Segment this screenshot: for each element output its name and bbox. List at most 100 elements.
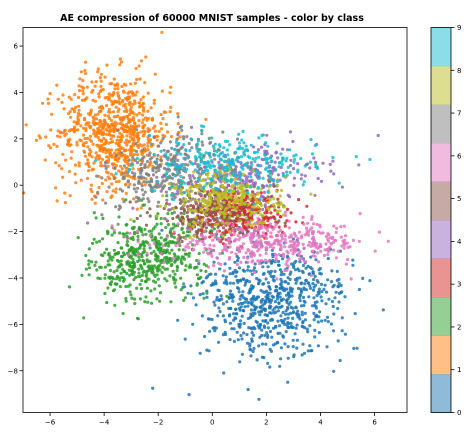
- data-point: [227, 257, 231, 261]
- data-point: [237, 324, 241, 328]
- data-point: [106, 230, 110, 234]
- data-point: [287, 326, 291, 330]
- data-point: [90, 155, 94, 159]
- data-point: [164, 172, 168, 176]
- data-point: [164, 238, 168, 242]
- data-point: [183, 337, 187, 341]
- data-point: [113, 83, 117, 87]
- data-point: [261, 231, 265, 235]
- data-point: [261, 290, 265, 294]
- data-point: [178, 135, 182, 139]
- data-point: [48, 146, 53, 150]
- data-point: [259, 191, 263, 195]
- data-point: [189, 284, 193, 288]
- data-point: [129, 163, 133, 167]
- data-point: [272, 197, 276, 201]
- data-point: [101, 150, 105, 154]
- data-point: [215, 216, 219, 220]
- data-point: [197, 276, 202, 281]
- data-point: [292, 167, 296, 171]
- data-point: [142, 247, 146, 251]
- data-point: [136, 140, 140, 144]
- data-point: [118, 204, 122, 208]
- data-point: [225, 165, 229, 169]
- data-point: [128, 200, 132, 204]
- data-point: [306, 243, 311, 247]
- data-point: [260, 309, 264, 313]
- data-point: [215, 298, 219, 302]
- data-point: [191, 296, 195, 300]
- data-point: [176, 222, 180, 226]
- data-point: [267, 207, 271, 212]
- data-point: [216, 170, 220, 174]
- data-point: [164, 242, 168, 246]
- data-point: [88, 138, 92, 142]
- data-point: [171, 276, 176, 280]
- data-point: [195, 235, 199, 239]
- data-point: [146, 129, 150, 133]
- data-point: [108, 268, 113, 273]
- data-point: [107, 185, 111, 189]
- data-point: [165, 198, 169, 202]
- data-point: [245, 233, 249, 237]
- data-point: [317, 260, 321, 264]
- data-point: [146, 109, 150, 113]
- data-point: [249, 166, 253, 170]
- data-point: [218, 298, 222, 302]
- x-tick-label: −4: [99, 419, 110, 427]
- data-point: [292, 250, 296, 254]
- data-point: [120, 189, 124, 193]
- data-point: [173, 192, 177, 196]
- data-point: [182, 143, 186, 147]
- data-point: [164, 152, 168, 156]
- data-point: [116, 135, 120, 139]
- data-point: [279, 152, 283, 156]
- data-point: [187, 182, 191, 186]
- data-point: [245, 185, 249, 189]
- data-point: [213, 168, 217, 172]
- data-point: [167, 182, 171, 186]
- data-point: [214, 213, 218, 217]
- data-point: [92, 237, 96, 241]
- data-point: [131, 260, 135, 264]
- data-point: [129, 236, 133, 240]
- data-point: [37, 134, 41, 138]
- data-point: [52, 142, 56, 146]
- data-point: [122, 175, 126, 179]
- data-point: [84, 253, 88, 258]
- data-point: [292, 160, 296, 164]
- data-point: [231, 161, 235, 165]
- data-point: [165, 235, 169, 239]
- data-point: [133, 301, 137, 306]
- data-point: [84, 129, 88, 133]
- data-point: [152, 152, 156, 156]
- data-point: [159, 121, 163, 125]
- data-point: [328, 162, 332, 166]
- data-point: [157, 168, 161, 172]
- data-point: [127, 163, 131, 167]
- data-point: [92, 119, 96, 123]
- data-point: [81, 78, 85, 83]
- data-point: [103, 276, 107, 280]
- data-point: [263, 333, 267, 337]
- data-point: [136, 240, 140, 244]
- data-point: [182, 211, 186, 216]
- data-point: [228, 229, 232, 233]
- data-point: [87, 266, 92, 270]
- data-point: [376, 133, 380, 138]
- data-point: [211, 164, 215, 168]
- data-point: [191, 174, 195, 178]
- data-point: [222, 201, 226, 205]
- data-point: [213, 279, 217, 283]
- data-point: [146, 148, 150, 152]
- data-point: [246, 256, 250, 260]
- data-point: [299, 287, 303, 291]
- data-point: [135, 156, 139, 160]
- data-point: [286, 307, 290, 311]
- data-point: [206, 252, 211, 256]
- data-point: [125, 138, 129, 142]
- data-point: [258, 335, 262, 339]
- data-point: [264, 141, 268, 145]
- data-point: [209, 166, 213, 170]
- data-point: [236, 338, 240, 342]
